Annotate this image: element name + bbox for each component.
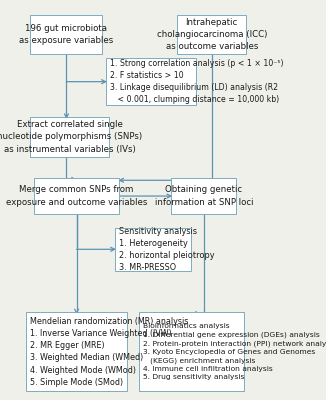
- Text: Merge common SNPs from
exposure and outcome variables: Merge common SNPs from exposure and outc…: [6, 186, 147, 207]
- FancyBboxPatch shape: [26, 312, 127, 391]
- FancyBboxPatch shape: [139, 312, 244, 391]
- Text: 196 gut microbiota
as exposure variables: 196 gut microbiota as exposure variables: [19, 24, 113, 45]
- Text: Obtaining genetic
information at SNP loci: Obtaining genetic information at SNP loc…: [155, 186, 253, 207]
- FancyBboxPatch shape: [30, 15, 102, 54]
- Text: Sensitivity analysis
1. Heterogeneity
2. horizontal pleiotropy
3. MR-PRESSO: Sensitivity analysis 1. Heterogeneity 2.…: [119, 226, 215, 272]
- FancyBboxPatch shape: [177, 15, 246, 54]
- FancyBboxPatch shape: [34, 178, 119, 214]
- Text: 1. Strong correlation analysis (p < 1 × 10⁻⁵)
2. F statistics > 10
3. Linkage di: 1. Strong correlation analysis (p < 1 × …: [111, 59, 284, 104]
- Text: Extract correlated single
nucleotide polymorphisms (SNPs)
as instrumental variab: Extract correlated single nucleotide pol…: [0, 120, 142, 154]
- Text: Bioinformatics analysis
1. Differential gene expression (DGEs) analysis
2. Prote: Bioinformatics analysis 1. Differential …: [143, 323, 326, 380]
- FancyBboxPatch shape: [30, 117, 109, 157]
- FancyBboxPatch shape: [171, 178, 236, 214]
- FancyBboxPatch shape: [106, 58, 196, 105]
- FancyBboxPatch shape: [115, 228, 191, 271]
- Text: Mendelian randomization (MR) analysis
1. Inverse Variance Weighted (IVW)
2. MR E: Mendelian randomization (MR) analysis 1.…: [30, 317, 189, 387]
- Text: Intrahepatic
cholangiocarcinoma (ICC)
as outcome variables: Intrahepatic cholangiocarcinoma (ICC) as…: [156, 18, 267, 51]
